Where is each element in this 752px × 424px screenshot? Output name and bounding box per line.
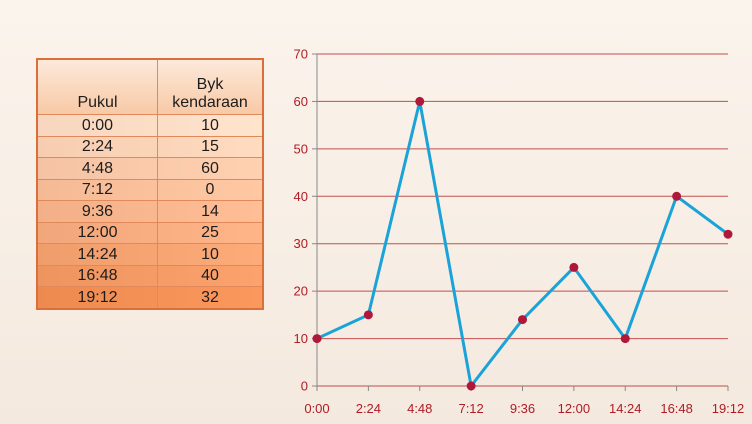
x-tick-label: 14:24 [609, 401, 642, 416]
data-point [672, 191, 682, 201]
table-cell-time: 0:00 [36, 114, 158, 137]
x-tick-label: 2:24 [356, 401, 381, 416]
y-tick-label: 30 [294, 236, 308, 251]
table-header-row: Pukul Byk kendaraan [36, 58, 264, 115]
x-tick-label: 16:48 [660, 401, 693, 416]
y-tick-label: 70 [294, 47, 308, 62]
data-point [312, 334, 322, 344]
table-cell-time: 2:24 [36, 135, 158, 158]
table-cell-time: 19:12 [36, 286, 158, 309]
y-tick-label: 60 [294, 94, 308, 109]
table-row: 9:36 14 [36, 200, 264, 223]
column-header-time: Pukul [36, 58, 158, 115]
table-row: 14:24 10 [36, 243, 264, 266]
x-tick-label: 12:00 [558, 401, 591, 416]
table-row: 4:48 60 [36, 157, 264, 180]
data-point [569, 262, 579, 272]
data-point [415, 96, 425, 106]
table-row: 0:00 10 [36, 114, 264, 137]
x-tick-label: 4:48 [407, 401, 432, 416]
y-tick-label: 40 [294, 189, 308, 204]
table-row: 19:12 32 [36, 286, 264, 309]
y-tick-label: 0 [301, 379, 308, 394]
table-cell-vehicle-count: 32 [157, 286, 264, 309]
data-point [363, 310, 373, 320]
data-point [620, 334, 630, 344]
data-table: Pukul Byk kendaraan 0:00 10 2:24 15 4:48 60 7:… [36, 58, 264, 310]
table-cell-time: 4:48 [36, 157, 158, 180]
x-tick-label: 9:36 [510, 401, 535, 416]
data-point [466, 381, 476, 391]
column-header-vehicle-count: Byk kendaraan [157, 58, 264, 115]
table-row: 2:24 15 [36, 135, 264, 158]
table-cell-vehicle-count: 60 [157, 157, 264, 180]
table-body: 0:00 10 2:24 15 4:48 60 7:12 0 9:36 14 12:00 25 14:2… [36, 114, 264, 309]
table-row: 7:12 0 [36, 178, 264, 201]
x-tick-label: 0:00 [304, 401, 329, 416]
table-row: 16:48 40 [36, 264, 264, 287]
y-tick-label: 10 [294, 331, 308, 346]
data-point [723, 229, 733, 239]
table-row: 12:00 25 [36, 221, 264, 244]
y-tick-label: 50 [294, 141, 308, 156]
x-tick-label: 7:12 [458, 401, 483, 416]
data-point [518, 315, 527, 325]
table-cell-vehicle-count: 14 [157, 200, 264, 223]
x-tick-label: 19:12 [712, 401, 745, 416]
y-tick-label: 20 [294, 284, 308, 299]
